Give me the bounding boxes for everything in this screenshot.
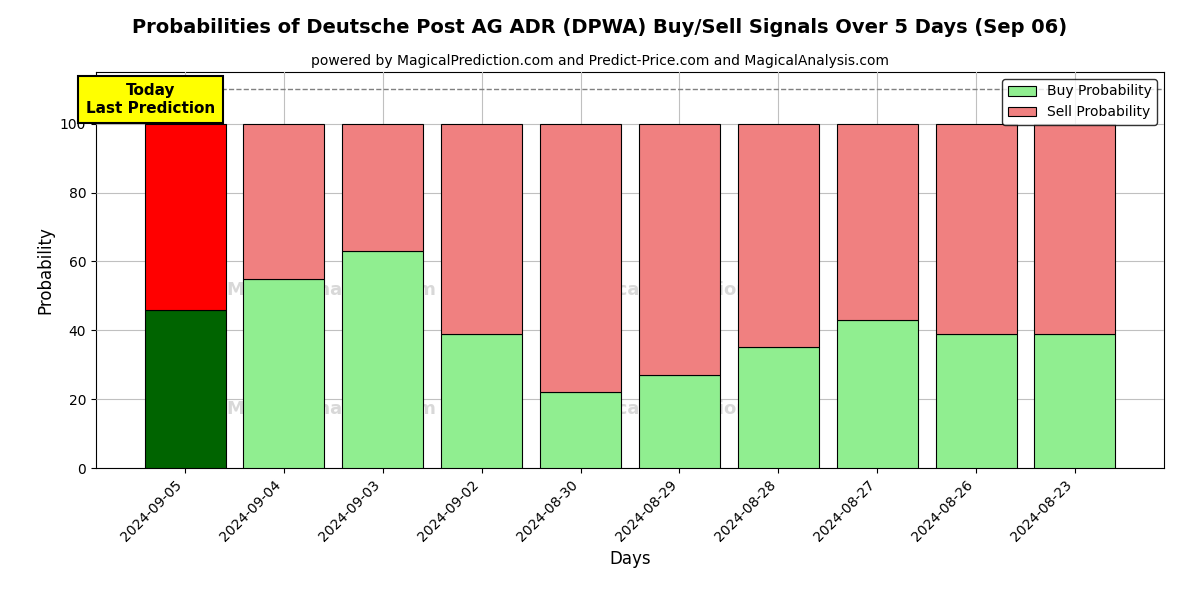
Bar	[342, 124, 424, 251]
Bar	[442, 124, 522, 334]
Bar	[738, 124, 818, 347]
Bar	[244, 278, 324, 468]
Text: MagicalPrediction.com: MagicalPrediction.com	[569, 281, 798, 299]
Bar	[638, 124, 720, 375]
Bar	[442, 334, 522, 468]
Bar	[836, 124, 918, 320]
Text: powered by MagicalPrediction.com and Predict-Price.com and MagicalAnalysis.com: powered by MagicalPrediction.com and Pre…	[311, 54, 889, 68]
Text: MagicalPrediction.com: MagicalPrediction.com	[569, 400, 798, 418]
X-axis label: Days: Days	[610, 550, 650, 568]
Text: Today
Last Prediction: Today Last Prediction	[86, 83, 215, 116]
Legend: Buy Probability, Sell Probability: Buy Probability, Sell Probability	[1002, 79, 1157, 125]
Bar	[738, 347, 818, 468]
Bar	[1034, 334, 1116, 468]
Text: MagicalAnalysis.com: MagicalAnalysis.com	[226, 281, 436, 299]
Bar	[836, 320, 918, 468]
Bar	[342, 251, 424, 468]
Bar	[244, 124, 324, 278]
Bar	[936, 124, 1016, 334]
Bar	[540, 392, 622, 468]
Bar	[144, 310, 226, 468]
Bar	[936, 334, 1016, 468]
Bar	[144, 124, 226, 310]
Bar	[540, 124, 622, 392]
Text: Probabilities of Deutsche Post AG ADR (DPWA) Buy/Sell Signals Over 5 Days (Sep 0: Probabilities of Deutsche Post AG ADR (D…	[132, 18, 1068, 37]
Text: MagicalAnalysis.com: MagicalAnalysis.com	[226, 400, 436, 418]
Bar	[1034, 124, 1116, 334]
Y-axis label: Probability: Probability	[36, 226, 54, 314]
Bar	[638, 375, 720, 468]
